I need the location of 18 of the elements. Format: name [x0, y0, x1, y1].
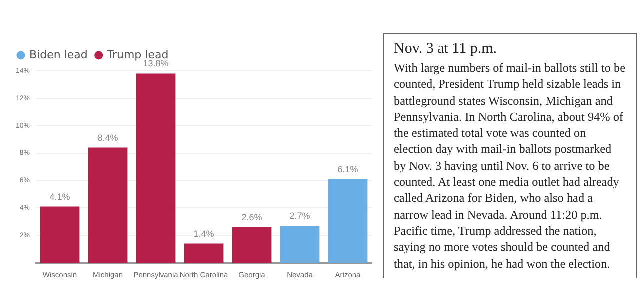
bar — [184, 244, 224, 263]
bar — [136, 74, 176, 263]
data-label: 4.1% — [50, 192, 70, 202]
bar — [280, 226, 320, 263]
bar — [328, 179, 368, 263]
bar — [88, 148, 128, 263]
legend-label: Trump lead — [106, 48, 169, 62]
data-label: 6.1% — [338, 164, 358, 174]
text: Nov. 3 at 11 p.m. — [394, 40, 498, 59]
data-label: 2.6% — [242, 212, 262, 222]
data-label: 8.4% — [98, 132, 118, 143]
data-label: 2.7% — [290, 210, 310, 221]
data-label: 1.4% — [194, 228, 214, 239]
legend-label: Biden lead — [30, 48, 88, 62]
data-label: 13.8% — [143, 58, 169, 69]
bar — [40, 206, 80, 263]
text: With large numbers of mail-in ballots still to be counted, President Trump held sizable leads in battleground states Wisconsin, Michigan and Pennsylvania. In North Carolina, about 94% of the estimated total vote was counted on election day with mail-in ballots postmarked by Nov. 3 having until Nov. 6 to arrive to be counted. At least one media outlet had already called Arizona for Biden, who also had a narrow lead in Nevada. Around 11:20 p.m. Pacific time, Trump addressed the nation, saying no more votes should be counted and that, in his opinion, he had won the election. — [394, 61, 626, 271]
bar — [232, 227, 272, 263]
